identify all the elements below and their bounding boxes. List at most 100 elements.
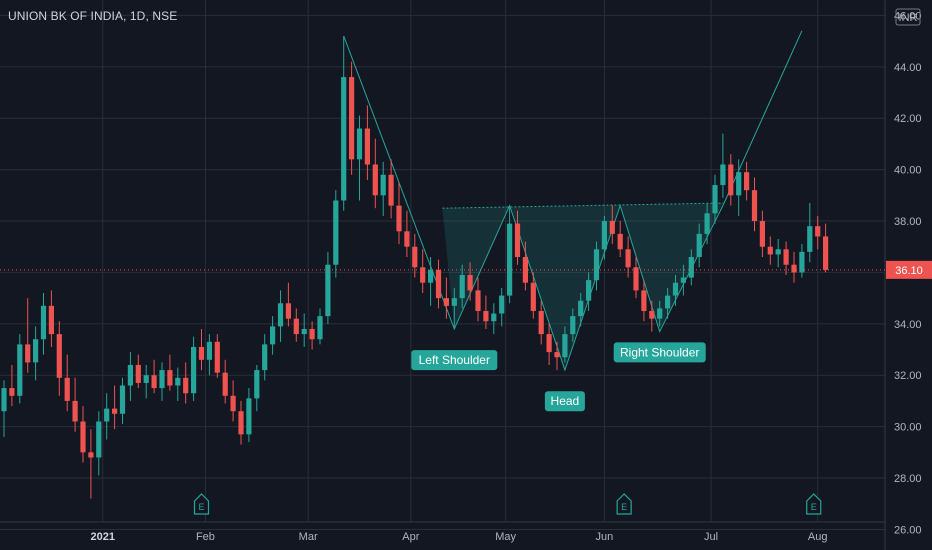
candle [412, 233, 418, 278]
candle [396, 182, 402, 245]
candle-body [775, 249, 781, 255]
candle [744, 161, 750, 201]
candle-body [562, 334, 568, 358]
earnings-marker-shape [616, 493, 632, 515]
candle [183, 362, 189, 404]
candle-body [672, 282, 679, 296]
neckline [442, 202, 723, 209]
candle [214, 334, 220, 378]
candle-body [230, 395, 236, 412]
candle [491, 303, 497, 335]
earnings-marker[interactable]: E [193, 493, 210, 515]
candle [285, 282, 291, 327]
x-tick-label: Feb [196, 531, 215, 543]
candle-body [617, 233, 623, 250]
candle-body [309, 328, 315, 340]
pattern-label-text: Right Shoulder [620, 345, 699, 359]
candle [799, 244, 805, 278]
candle-body [751, 190, 758, 222]
candle [198, 328, 205, 371]
candle [9, 364, 15, 407]
y-tick-label: 26.00 [894, 524, 922, 536]
x-tick-label: Jun [596, 531, 614, 543]
candle [499, 287, 505, 327]
candle-body [104, 408, 110, 422]
candle-body [507, 223, 513, 296]
candle-body [586, 280, 592, 301]
x-tick-label: 2021 [91, 531, 115, 543]
candle-body [554, 352, 560, 358]
candle-body [301, 328, 307, 335]
candle [388, 159, 394, 219]
candle-body [696, 233, 702, 258]
candle-body [609, 221, 615, 234]
candle [767, 236, 773, 265]
candle-body [96, 421, 102, 458]
pattern-label-box [613, 342, 706, 363]
last-price-box [886, 260, 932, 279]
y-tick-label: 34.00 [894, 319, 922, 331]
candle-body [80, 421, 86, 453]
earnings-marker-shape [806, 493, 822, 515]
candle-body [514, 223, 521, 258]
pattern-label-box [544, 391, 585, 412]
candle [33, 326, 39, 381]
candle [578, 292, 584, 327]
candle-body [420, 267, 426, 283]
candle [720, 133, 726, 198]
candle-body [198, 346, 205, 360]
candle-body [665, 295, 671, 309]
candle [783, 241, 789, 275]
candle [823, 223, 829, 273]
candle-body [40, 305, 47, 340]
candle [309, 321, 315, 350]
y-tick-label: 44.00 [894, 62, 922, 74]
candle [467, 262, 473, 301]
chart-title: UNION BK OF INDIA, 1D, NSE [8, 9, 178, 23]
candle-body [112, 408, 118, 414]
candle-body [799, 251, 805, 273]
x-tick-label: Jul [704, 531, 718, 543]
candle-body [33, 339, 39, 363]
candle-body [372, 164, 378, 196]
candle-body [270, 326, 276, 345]
candle-body [483, 310, 489, 322]
candle [143, 364, 149, 399]
candle [230, 380, 236, 422]
candle [736, 159, 742, 216]
candle [601, 215, 607, 260]
candle-body [48, 305, 54, 335]
candle-body [356, 128, 363, 160]
candle [522, 241, 528, 291]
earnings-marker[interactable]: E [806, 493, 822, 515]
candle [167, 354, 173, 391]
grid [0, 0, 885, 530]
y-tick-label: 46.00 [894, 10, 922, 22]
candle-body [246, 398, 252, 435]
candle-body [720, 164, 726, 186]
candle-body [649, 310, 655, 319]
candle [633, 257, 639, 299]
candle [333, 190, 339, 278]
candle [96, 411, 102, 476]
candle-body [412, 246, 418, 268]
candle-body [135, 364, 141, 383]
candle [364, 105, 370, 180]
candle [72, 377, 78, 432]
candle-body [222, 372, 228, 396]
candle-body [388, 174, 394, 206]
candle-body [151, 375, 157, 389]
candle-body [823, 236, 829, 270]
candle [688, 249, 694, 286]
candle-body [1, 388, 7, 412]
candle-body [459, 275, 465, 299]
candle-body [285, 303, 291, 319]
candle [135, 354, 141, 389]
candle-body [759, 221, 765, 247]
candle [127, 352, 133, 401]
candle [554, 341, 560, 371]
earnings-marker[interactable]: E [616, 493, 632, 515]
candle [222, 359, 228, 404]
